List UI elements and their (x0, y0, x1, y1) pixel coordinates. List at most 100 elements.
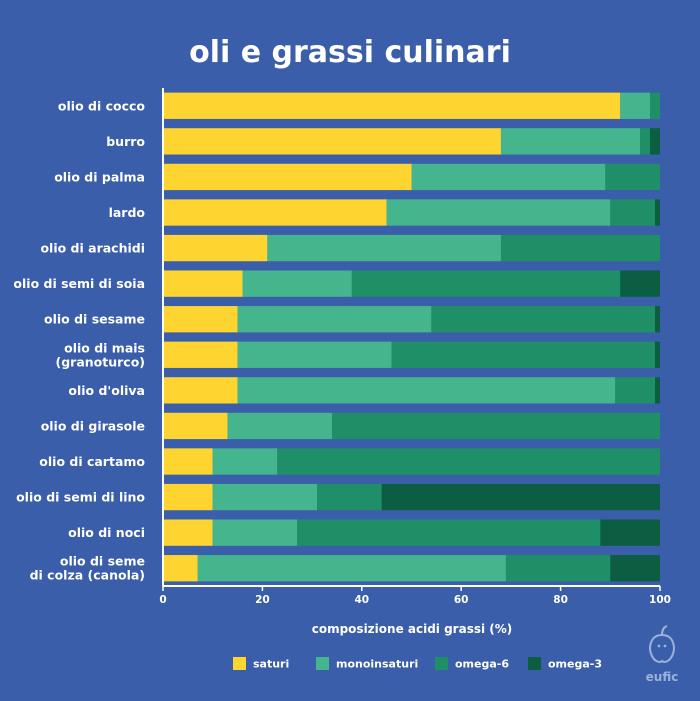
category-label-line: di colza (canola) (30, 568, 145, 583)
x-tick-label: 20 (255, 594, 270, 606)
category-label-line: olio di girasole (41, 418, 145, 433)
category-label-3: lardo (109, 205, 146, 220)
bars-group (163, 92, 660, 582)
category-label-line: olio di noci (68, 525, 145, 540)
bar-segment-monoinsaturi-1 (500, 128, 641, 155)
category-label-6: olio di sesame (44, 312, 145, 327)
bar-segment-omega-6-4 (500, 234, 660, 262)
x-tick-label: 80 (553, 594, 568, 606)
bar-segment-saturi-9 (163, 412, 228, 440)
bar-segment-omega-3-6 (655, 306, 660, 333)
bar-segment-omega-6-6 (431, 306, 656, 333)
bar-segment-omega-6-5 (351, 270, 621, 297)
bar-segment-saturi-10 (163, 448, 213, 475)
bar-segment-monoinsaturi-5 (242, 270, 352, 297)
legend-label-saturi: saturi (253, 658, 289, 671)
x-tick-label: 60 (454, 594, 469, 606)
bar-segment-saturi-1 (163, 128, 501, 155)
category-label-10: olio di cartamo (39, 454, 145, 469)
legend-swatch-monoinsaturi (316, 657, 329, 670)
bar-segment-omega-3-1 (650, 128, 660, 155)
category-label-4: olio di arachidi (40, 241, 145, 256)
x-ticks: 0 20 40 60 80 100 (159, 586, 671, 606)
bar-segment-monoinsaturi-12 (212, 519, 298, 546)
bar-segment-monoinsaturi-3 (386, 199, 611, 226)
bar-segment-omega-3-3 (655, 199, 660, 226)
category-label-13: olio di seme di colza (canola) (30, 554, 145, 583)
bar-segment-monoinsaturi-10 (212, 448, 278, 475)
chart-title: oli e grassi culinari (189, 35, 511, 70)
category-label-5: olio di semi di soia (13, 276, 145, 291)
bar-segment-monoinsaturi-7 (237, 341, 392, 368)
x-tick-label: 100 (649, 594, 671, 606)
bar-segment-omega-6-7 (391, 341, 656, 368)
bar-segment-omega-3-5 (620, 270, 660, 297)
category-label-2: olio di palma (54, 169, 145, 184)
category-label-line: olio di semi di lino (16, 490, 145, 505)
bar-segment-monoinsaturi-13 (197, 555, 506, 582)
legend: saturi monoinsaturi omega-6 omega-3 (233, 657, 602, 671)
x-axis-title: composizione acidi grassi (%) (312, 622, 513, 636)
category-label-line: olio di semi di soia (13, 276, 145, 291)
bar-segment-saturi-12 (163, 519, 213, 546)
bar-segment-monoinsaturi-0 (620, 92, 651, 119)
bar-segment-omega-3-13 (610, 555, 660, 582)
legend-swatch-omega-6 (435, 657, 448, 670)
bar-segment-saturi-7 (163, 341, 238, 368)
category-label-line: olio di mais (64, 340, 145, 355)
category-label-line: olio d'oliva (68, 383, 145, 398)
category-label-11: olio di semi di lino (16, 490, 145, 505)
category-label-12: olio di noci (68, 525, 145, 540)
bar-segment-saturi-4 (163, 234, 268, 262)
bar-segment-omega-3-12 (600, 519, 660, 546)
bar-segment-omega-6-13 (505, 555, 611, 582)
brand-name: eufic (646, 670, 679, 684)
bar-segment-saturi-8 (163, 377, 238, 404)
bar-segment-monoinsaturi-9 (227, 412, 332, 440)
bar-segment-saturi-11 (163, 483, 213, 511)
category-label-line: olio di cocco (58, 98, 145, 113)
bar-segment-omega-3-11 (381, 483, 660, 511)
category-label-1: burro (106, 134, 145, 149)
bar-segment-saturi-3 (163, 199, 387, 226)
legend-label-monoinsaturi: monoinsaturi (336, 658, 418, 671)
legend-swatch-saturi (233, 657, 246, 670)
bar-segment-omega-6-8 (615, 377, 656, 404)
category-label-9: olio di girasole (41, 418, 145, 433)
bar-segment-saturi-5 (163, 270, 243, 297)
apple-logo-icon (649, 625, 675, 663)
bar-segment-omega-6-1 (640, 128, 651, 155)
brand-logo: eufic (646, 625, 679, 684)
category-label-line: lardo (109, 205, 146, 220)
category-label-8: olio d'oliva (68, 383, 145, 398)
bar-segment-monoinsaturi-11 (212, 483, 318, 511)
bar-segment-monoinsaturi-6 (237, 306, 432, 333)
category-label-7: olio di mais (granoturco) (56, 340, 146, 369)
bar-segment-saturi-6 (163, 306, 238, 333)
category-label-0: olio di cocco (58, 98, 145, 113)
x-tick-label: 0 (159, 594, 166, 606)
x-tick-label: 40 (354, 594, 369, 606)
bar-segment-monoinsaturi-2 (411, 163, 606, 191)
bar-segment-saturi-2 (163, 163, 412, 191)
category-label-line: olio di seme (60, 554, 145, 569)
bar-segment-omega-6-9 (331, 412, 660, 440)
bar-segment-omega-6-0 (650, 92, 660, 119)
bar-segment-omega-3-7 (655, 341, 660, 368)
bar-segment-omega-6-3 (610, 199, 656, 226)
category-labels: olio di cocco burro olio di palma lardo olio… (13, 98, 145, 582)
bar-segment-omega-6-10 (277, 448, 660, 475)
bar-segment-saturi-13 (163, 555, 198, 582)
category-label-line: (granoturco) (56, 354, 146, 369)
bar-segment-omega-6-2 (605, 163, 660, 191)
legend-label-omega-6: omega-6 (455, 658, 509, 671)
bar-segment-omega-6-11 (317, 483, 382, 511)
category-label-line: olio di palma (54, 169, 145, 184)
legend-swatch-omega-3 (528, 657, 541, 670)
bar-segment-omega-3-8 (655, 377, 660, 404)
bar-segment-saturi-0 (163, 92, 621, 119)
category-label-line: burro (106, 134, 145, 149)
category-label-line: olio di sesame (44, 312, 145, 327)
